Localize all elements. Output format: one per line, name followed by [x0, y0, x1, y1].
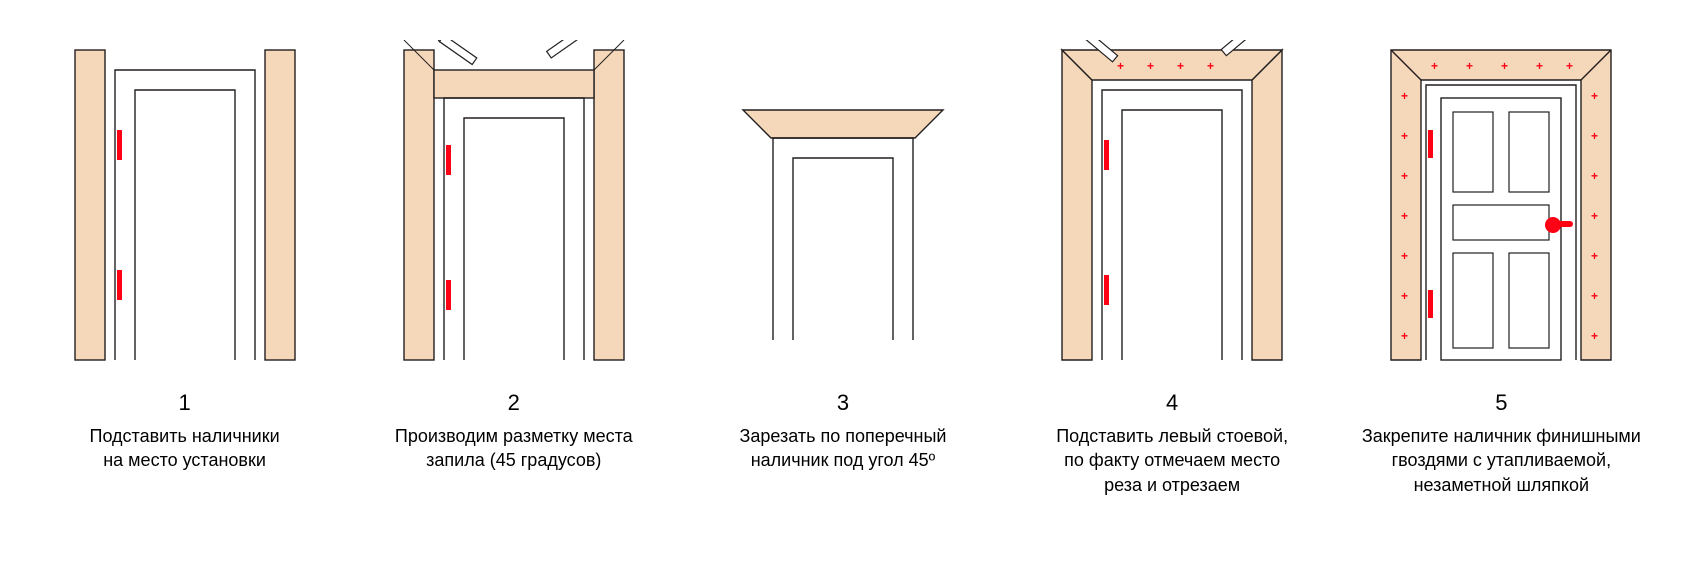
step-5-number: 5 [1495, 390, 1507, 416]
svg-text:+: + [1431, 59, 1438, 73]
svg-text:+: + [1117, 59, 1124, 73]
svg-text:+: + [1401, 129, 1408, 143]
step-2: 2 Производим разметку местазапила (45 гр… [359, 40, 669, 473]
step-5: + + + + + + + + + + + + + + + + + + + [1346, 40, 1656, 497]
step-1-caption: Подставить наличникина место установки [90, 424, 280, 473]
step-1-diagram [55, 40, 315, 380]
svg-text:+: + [1536, 59, 1543, 73]
pencil-icon [431, 40, 477, 64]
step-4: + + + + [1017, 40, 1327, 497]
pencil-icon [546, 40, 592, 58]
svg-text:+: + [1401, 89, 1408, 103]
step-4-caption: Подставить левый стоевой,по факту отмеча… [1056, 424, 1288, 497]
svg-text:+: + [1177, 59, 1184, 73]
step-3-number: 3 [837, 390, 849, 416]
steps-row: 1 Подставить наличникина место установки [0, 0, 1686, 537]
step-2-diagram [384, 40, 644, 380]
svg-text:+: + [1401, 169, 1408, 183]
step-3-diagram [713, 40, 973, 380]
svg-text:+: + [1591, 89, 1598, 103]
step-3-caption: Зарезать по поперечныйналичник под угол … [739, 424, 946, 473]
svg-text:+: + [1591, 289, 1598, 303]
svg-text:+: + [1466, 59, 1473, 73]
step-3: 3 Зарезать по поперечныйналичник под уго… [688, 40, 998, 473]
step-5-diagram: + + + + + + + + + + + + + + + + + + + [1371, 40, 1631, 380]
step-5-caption: Закрепите наличник финишнымигвоздями с у… [1362, 424, 1641, 497]
step-4-number: 4 [1166, 390, 1178, 416]
svg-text:+: + [1401, 209, 1408, 223]
svg-text:+: + [1501, 59, 1508, 73]
svg-text:+: + [1401, 289, 1408, 303]
svg-text:+: + [1591, 209, 1598, 223]
step-2-caption: Производим разметку местазапила (45 град… [395, 424, 633, 473]
svg-text:+: + [1591, 169, 1598, 183]
svg-text:+: + [1401, 329, 1408, 343]
svg-text:+: + [1401, 249, 1408, 263]
svg-text:+: + [1147, 59, 1154, 73]
step-2-number: 2 [508, 390, 520, 416]
svg-text:+: + [1591, 129, 1598, 143]
svg-text:+: + [1207, 59, 1214, 73]
svg-text:+: + [1591, 329, 1598, 343]
step-1: 1 Подставить наличникина место установки [30, 40, 340, 473]
step-1-number: 1 [178, 390, 190, 416]
svg-text:+: + [1566, 59, 1573, 73]
svg-text:+: + [1591, 249, 1598, 263]
step-4-diagram: + + + + [1042, 40, 1302, 380]
